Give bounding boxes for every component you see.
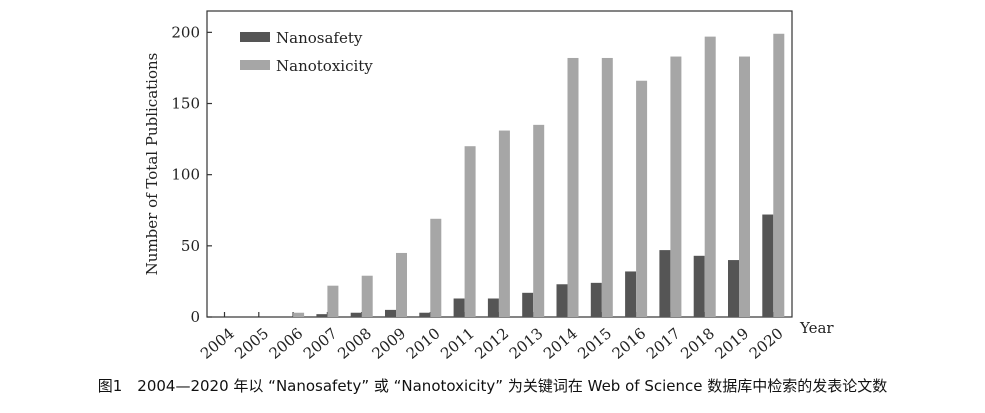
y-tick-label: 150 [171,95,200,113]
bar-nanotoxicity-2014 [567,57,579,318]
x-tick-label: 2019 [711,324,752,362]
bar-nanosafety-2018 [693,255,705,317]
x-tick-label: 2006 [266,324,307,362]
x-tick-label: 2014 [540,324,581,362]
bar-nanosafety-2016 [625,271,637,317]
x-tick-label: 2011 [437,324,478,362]
bar-nanotoxicity-2009 [396,252,407,317]
x-tick-label: 2013 [506,324,547,362]
x-tick-label: 2010 [403,324,444,362]
x-tick-label: 2004 [197,324,238,362]
bar-nanotoxicity-2012 [498,130,510,317]
bar-nanotoxicity-2013 [533,124,545,317]
bar-nanosafety-2009 [385,309,396,317]
x-tick-label: 2020 [746,324,787,362]
y-tick-label: 200 [171,23,200,41]
y-tick-label: 0 [190,308,200,326]
x-tick-label: 2008 [334,324,375,362]
bar-nanotoxicity-2010 [430,218,442,317]
bar-nanotoxicity-2006 [293,312,305,317]
x-tick-label: 2005 [231,324,272,362]
bar-nanosafety-2013 [522,292,534,317]
bar-nanosafety-2011 [453,298,465,317]
legend-swatch-nanotoxicity [240,60,270,70]
bar-nanotoxicity-2015 [601,57,613,318]
x-tick-label: 2018 [677,324,718,362]
bar-nanosafety-2008 [350,312,362,317]
x-tick-label: 2015 [574,324,615,362]
y-axis-title: Number of Total Publications [143,53,161,276]
bar-nanotoxicity-2011 [464,146,476,317]
legend-label-nanosafety: Nanosafety [276,29,363,47]
bar-chart: 0 50 100 150 200 2004200520062007200820092010… [143,10,834,363]
x-axis-title: Year [799,319,834,337]
bar-nanotoxicity-2007 [327,285,339,317]
x-tick-label: 2017 [643,324,684,362]
bar-nanosafety-2020 [762,214,774,317]
bar-nanosafety-2012 [487,298,499,317]
y-tick-label: 50 [181,237,200,255]
x-tick-label: 2007 [300,324,341,362]
bar-nanotoxicity-2008 [361,275,373,317]
bar-nanosafety-2015 [590,282,602,317]
bar-nanosafety-2007 [316,314,328,317]
bar-nanosafety-2010 [419,312,431,317]
x-tick-label: 2012 [471,324,512,362]
figure-caption: 图1 2004—2020 年以 “Nanosafety” 或 “Nanotoxi… [97,377,888,395]
y-tick-label: 100 [171,166,200,184]
legend-swatch-nanosafety [240,32,270,42]
bar-nanotoxicity-2020 [773,33,785,317]
bar-nanotoxicity-2019 [739,56,750,317]
bar-nanosafety-2017 [659,250,671,317]
bar-nanosafety-2014 [556,284,568,317]
bar-nanotoxicity-2017 [670,56,682,317]
bar-nanotoxicity-2018 [704,36,716,318]
bar-nanotoxicity-2016 [636,80,648,317]
bar-nanosafety-2019 [728,260,739,317]
x-tick-label: 2016 [609,324,650,362]
legend-label-nanotoxicity: Nanotoxicity [276,57,373,75]
x-tick-label: 2009 [368,324,409,362]
